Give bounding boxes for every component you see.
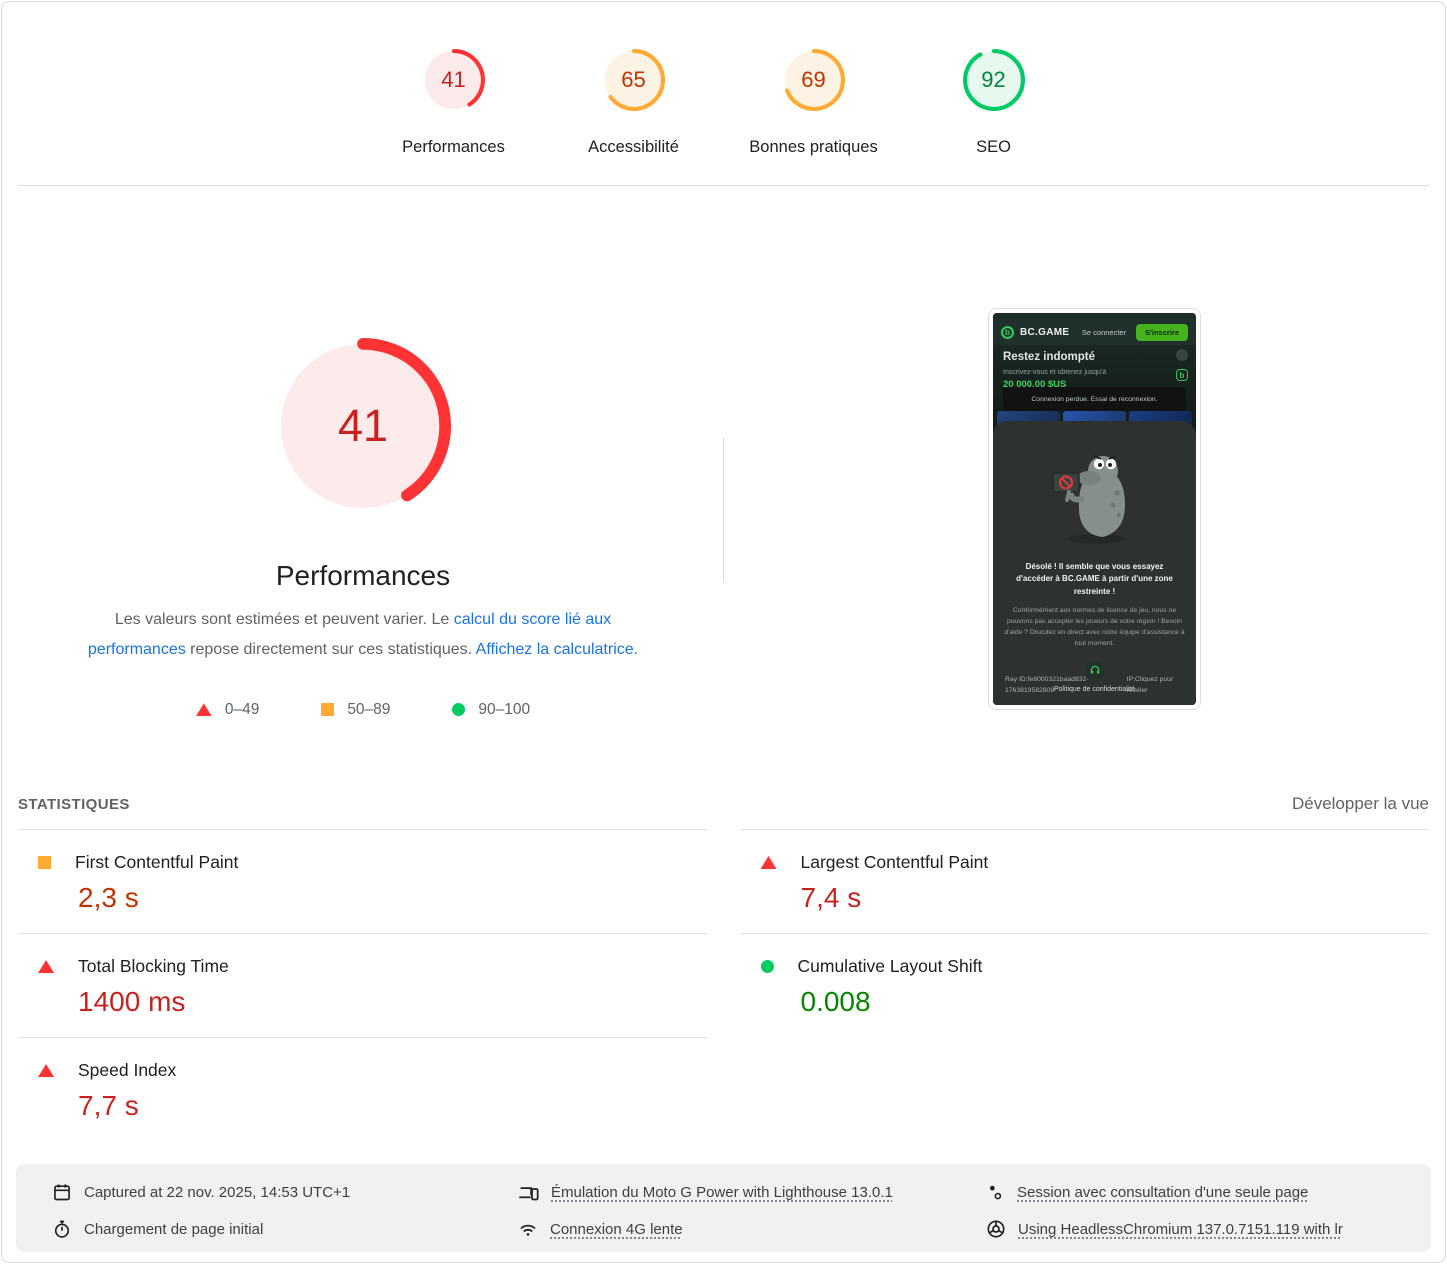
metric-value: 7,4 s [800, 882, 862, 913]
emulation-info[interactable]: Émulation du Moto G Power with Lighthous… [518, 1180, 986, 1204]
score-label: Accessibilité [588, 138, 679, 156]
browser-info[interactable]: Using HeadlessChromium 137.0.7151.119 wi… [986, 1217, 1431, 1241]
metric-value: 7,7 s [78, 1090, 139, 1121]
metric-value: 0.008 [800, 986, 871, 1017]
calendar-icon [54, 1184, 70, 1201]
performance-title: Performances [275, 560, 451, 591]
metrics-column-right: Largest Contentful Paint 7,4 s Cumulativ… [740, 829, 1429, 1141]
score-label: Bonnes pratiques [749, 138, 878, 156]
score-gauge-seo[interactable]: 92 SEO [904, 49, 1084, 186]
metric-value: 2,3 s [78, 882, 139, 913]
privacy-policy-link[interactable]: Politique de confidentialité [1053, 685, 1136, 693]
score-gauge-bonnes-pratiques[interactable]: 69 Bonnes pratiques [724, 49, 904, 186]
score-legend: 0–49 50–89 90–100 [195, 701, 530, 719]
restricted-zone-title: Désolé ! Il semble que vous essayez d'ac… [1016, 562, 1173, 596]
thumb-signin-link[interactable]: Se connecter [1081, 327, 1127, 337]
network-throttling[interactable]: Connexion 4G lente [518, 1217, 986, 1241]
capture-time: Captured at 22 nov. 2025, 14:53 UTC+1 [52, 1180, 518, 1204]
thumb-hero: b BC.GAME Se connecter S'inscrire Restez… [993, 313, 1196, 439]
metric-total-blocking-time[interactable]: Total Blocking Time 1400 ms [18, 933, 707, 1037]
legend-average: 50–89 [321, 701, 390, 719]
expand-view-link[interactable]: Développer la vue [1291, 794, 1429, 813]
chromium-icon [987, 1220, 1005, 1238]
headphones-icon [1090, 665, 1099, 674]
statistics-section: STATISTIQUES Développer la vue First Con… [2, 780, 1445, 1141]
legend-pass: 90–100 [452, 701, 530, 719]
accessibilite-gauge-icon: 65 [602, 49, 665, 111]
report-footer: Captured at 22 nov. 2025, 14:53 UTC+1 Ch… [16, 1164, 1431, 1252]
calculator-link[interactable]: Affichez la calculatrice. [475, 640, 639, 658]
bcgame-badge-icon: b [1176, 369, 1188, 381]
bcgame-logo-icon: b [1001, 325, 1014, 339]
page-screenshot-thumbnail[interactable]: b BC.GAME Se connecter S'inscrire Restez… [988, 308, 1201, 710]
score-calc-link[interactable]: calcul du score lié aux performances [87, 611, 612, 658]
bonnes-pratiques-gauge-icon: 69 [782, 49, 845, 111]
metric-largest-contentful-paint[interactable]: Largest Contentful Paint 7,4 s [740, 829, 1429, 933]
ip-reveal-link[interactable]: IP:Cliquez pour révéler [1126, 676, 1174, 695]
performance-description: Les valeurs sont estimées et peuvent var… [87, 611, 639, 658]
performances-gauge-icon: 41 [422, 49, 485, 111]
seo-gauge-icon: 92 [962, 49, 1025, 111]
ray-id: Ray ID:fe8000321baad832-1763819582809 [1005, 676, 1089, 695]
metric-first-contentful-paint[interactable]: First Contentful Paint 2,3 s [18, 829, 707, 933]
support-chat-button[interactable] [1085, 660, 1104, 679]
average-square-icon [321, 703, 335, 717]
fail-triangle-icon [760, 856, 777, 869]
stopwatch-icon [54, 1220, 70, 1238]
score-gauge-accessibilite[interactable]: 65 Accessibilité [544, 49, 724, 186]
score-label: Performances [402, 138, 505, 156]
score-value: 92 [981, 67, 1006, 92]
thumb-register-button[interactable]: S'inscrire [1136, 323, 1188, 341]
performance-section: 41 Performances Les valeurs sont estimée… [2, 186, 1445, 780]
score-value: 69 [801, 67, 826, 92]
pass-circle-icon [760, 960, 774, 973]
metric-speed-index[interactable]: Speed Index 7,7 s [18, 1037, 707, 1141]
performance-score-value: 41 [337, 400, 389, 451]
wifi-icon [520, 1224, 536, 1236]
category-scores-header: 41 Performances 65 Accessibilité 69 Bonn… [2, 2, 1445, 186]
score-value: 65 [621, 67, 646, 92]
connection-toast: Connexion perdue. Essai de reconnexion. [1003, 387, 1186, 411]
load-type: Chargement de page initial [52, 1217, 518, 1241]
devices-icon [519, 1186, 539, 1200]
dino-mascot-illustration [1051, 455, 1127, 544]
restricted-zone-body: Conformément aux normes de licence de je… [1004, 607, 1185, 647]
statistics-heading: STATISTIQUES [18, 796, 130, 813]
score-gauge-performances[interactable]: 41 Performances [364, 49, 544, 186]
thumb-hero-title: Restez indompté [1003, 351, 1096, 363]
restricted-zone-modal: Désolé ! Il semble que vous essayez d'ac… [993, 421, 1196, 705]
metric-value: 1400 ms [78, 986, 186, 1017]
vertical-divider [723, 438, 724, 582]
average-square-icon [38, 856, 51, 869]
fail-triangle-icon [38, 960, 54, 973]
session-type[interactable]: Session avec consultation d'une seule pa… [986, 1180, 1431, 1204]
metric-cumulative-layout-shift[interactable]: Cumulative Layout Shift 0.008 [740, 933, 1429, 1037]
metrics-column-left: First Contentful Paint 2,3 s Total Block… [18, 829, 707, 1141]
pass-circle-icon [452, 703, 466, 717]
thumb-brand: BC.GAME [1020, 326, 1070, 338]
globe-icon [1176, 349, 1188, 361]
thumb-hero-subtitle: Inscrivez-vous et obtenez jusqu'à [1003, 369, 1107, 376]
fail-triangle-icon [195, 703, 212, 717]
performance-main-gauge[interactable]: 41 [275, 338, 451, 514]
thumb-hero-amount: 20 000,00 $US [1003, 379, 1067, 390]
thumb-navbar: b BC.GAME Se connecter S'inscrire [993, 319, 1196, 345]
fail-triangle-icon [38, 1064, 54, 1077]
legend-fail: 0–49 [195, 701, 259, 719]
score-value: 41 [441, 67, 466, 92]
session-icon [989, 1185, 1002, 1199]
score-label: SEO [976, 138, 1011, 156]
